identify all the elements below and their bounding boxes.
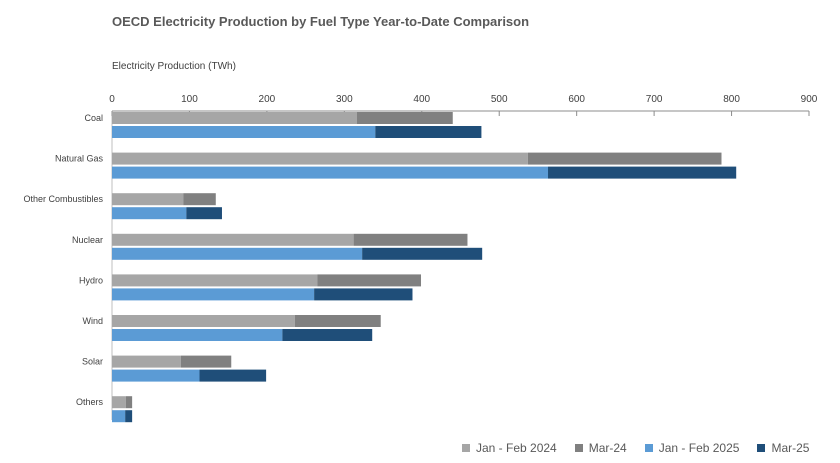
legend-item: Mar-25 <box>757 441 809 455</box>
bar-jan-feb-2025 <box>112 410 126 423</box>
bar-jan-feb-2024 <box>112 274 318 287</box>
bar-mar-24 <box>294 315 381 327</box>
bar-jan-feb-2024 <box>112 355 181 368</box>
bar-mar-25 <box>314 288 413 301</box>
bar-jan-feb-2024 <box>112 315 295 327</box>
legend-label: Mar-25 <box>771 441 810 455</box>
bar-mar-25 <box>362 247 483 260</box>
bar-jan-feb-2025 <box>112 247 363 260</box>
bar-jan-feb-2024 <box>112 112 357 124</box>
legend-swatch <box>462 444 470 452</box>
legend-item: Jan - Feb 2025 <box>644 441 740 455</box>
bar-mar-24 <box>183 193 216 206</box>
bar-jan-feb-2025 <box>112 166 549 179</box>
bar-mar-24 <box>527 152 722 165</box>
bar-mar-24 <box>125 396 133 409</box>
bar-jan-feb-2025 <box>112 126 376 138</box>
bar-jan-feb-2025 <box>112 288 315 301</box>
x-axis-title: Electricity Production (TWh) <box>112 61 236 72</box>
bar-mar-25 <box>282 329 373 341</box>
bar-mar-24 <box>356 112 453 124</box>
legend-item: Mar-24 <box>574 441 627 455</box>
x-tick-label: 100 <box>181 94 198 105</box>
bar-jan-feb-2024 <box>112 152 528 165</box>
bar-jan-feb-2025 <box>112 369 200 382</box>
legend-label: Jan - Feb 2024 <box>476 441 557 455</box>
x-tick-label: 400 <box>413 94 430 105</box>
bar-mar-25 <box>125 410 133 423</box>
legend-swatch <box>574 444 583 452</box>
chart-title: OECD Electricity Production by Fuel Type… <box>112 14 530 29</box>
bar-mar-24 <box>180 355 232 368</box>
x-tick-label: 700 <box>646 94 663 105</box>
legend-label: Jan - Feb 2025 <box>658 441 740 455</box>
bar-mar-24 <box>317 274 422 287</box>
bar-jan-feb-2024 <box>112 193 184 206</box>
category-label: Hydro <box>79 275 103 285</box>
category-label: Natural Gas <box>55 154 104 164</box>
x-tick-label: 500 <box>491 94 508 105</box>
category-label: Coal <box>84 113 103 123</box>
bar-mar-24 <box>353 233 468 246</box>
bar-jan-feb-2024 <box>112 396 126 409</box>
bar-mar-25 <box>199 369 267 382</box>
bar-jan-feb-2024 <box>112 233 354 246</box>
x-tick-label: 600 <box>568 94 585 105</box>
x-tick-label: 800 <box>723 94 740 105</box>
category-label: Nuclear <box>72 235 103 245</box>
legend-label: Mar-24 <box>588 441 627 455</box>
x-tick-label: 200 <box>259 94 276 105</box>
x-tick-label: 900 <box>801 94 818 105</box>
legend-swatch <box>757 444 766 452</box>
category-label: Solar <box>82 357 103 367</box>
bar-mar-25 <box>375 126 482 138</box>
legend-swatch <box>644 444 653 452</box>
bar-jan-feb-2025 <box>112 207 187 220</box>
x-tick-label: 0 <box>109 94 115 105</box>
category-label: Others <box>76 397 104 407</box>
bar-mar-25 <box>548 166 737 179</box>
bar-jan-feb-2025 <box>112 329 283 341</box>
category-label: Wind <box>82 316 103 326</box>
chart-legend: Jan - Feb 2024 Mar-24 Jan - Feb 2025 Mar-25 <box>462 441 827 455</box>
category-label: Other Combustibles <box>23 194 103 204</box>
x-tick-label: 300 <box>336 94 353 105</box>
legend-item: Jan - Feb 2024 <box>462 441 557 455</box>
bar-mar-25 <box>186 207 222 220</box>
